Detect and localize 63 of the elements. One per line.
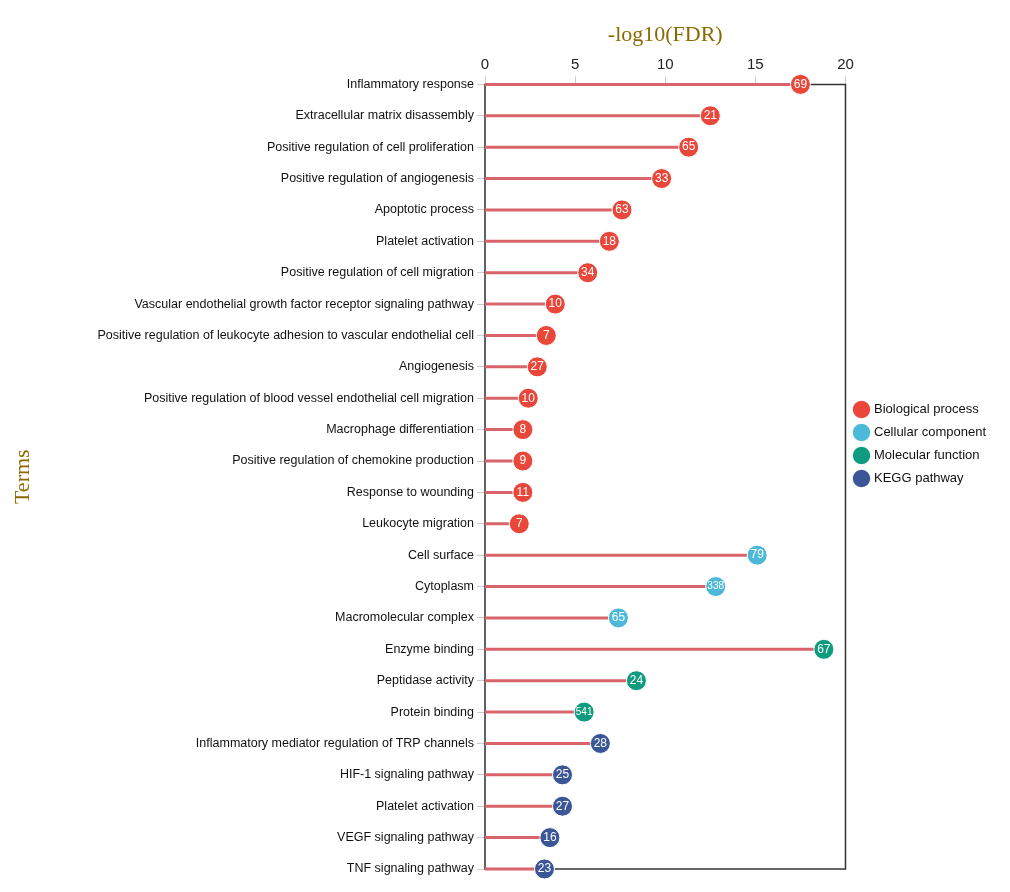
- y-tick-label: Positive regulation of cell migration: [280, 265, 475, 280]
- annotation: 10: [521, 390, 536, 405]
- x-axis-title: -log10(FDR): [607, 20, 723, 46]
- annotation: 25: [555, 767, 570, 782]
- x-tick-label: 0: [480, 54, 490, 72]
- annotation: 8: [519, 421, 527, 436]
- annotation: 27: [555, 798, 570, 813]
- x-tick-label: 20: [837, 54, 854, 72]
- y-tick-label: TNF signaling pathway: [346, 861, 475, 876]
- annotation: 65: [611, 610, 626, 625]
- y-tick-label: Angiogenesis: [398, 359, 474, 374]
- annotation: 9: [519, 453, 527, 468]
- annotation: 11: [516, 484, 530, 499]
- y-tick-label: Positive regulation of angiogenesis: [280, 171, 474, 186]
- annotation: 10: [548, 296, 563, 311]
- y-tick-label: Macrophage differentiation: [326, 422, 475, 437]
- y-tick-label: Vascular endothelial growth factor receptor signaling pathway: [134, 296, 475, 311]
- y-axis-title: Terms: [8, 449, 34, 505]
- annotation: 28: [593, 735, 608, 750]
- y-tick-label: Macromolecular complex: [335, 610, 475, 625]
- y-tick-label: Cytoplasm: [414, 579, 474, 593]
- annotation: 7: [515, 516, 523, 531]
- annotation: 23: [537, 861, 552, 876]
- legend-label: Cellular component: [874, 424, 987, 440]
- annotation: 27: [530, 359, 545, 374]
- annotation: 24: [629, 673, 644, 688]
- y-tick-label: Enzyme binding: [385, 641, 475, 656]
- y-tick-label: Response to wounding: [346, 484, 475, 499]
- y-tick-label: Platelet activation: [376, 233, 475, 248]
- y-tick-label: Leukocyte migration: [362, 516, 475, 531]
- y-tick-label: Inflammatory response: [346, 76, 475, 91]
- y-tick-label: VEGF signaling pathway: [337, 830, 475, 845]
- legend-label: KEGG pathway: [874, 470, 965, 486]
- annotation: 338: [707, 580, 725, 592]
- y-tick-label: Positive regulation of chemokine production: [232, 453, 475, 468]
- y-tick-label: HIF-1 signaling pathway: [339, 767, 475, 782]
- y-tick-label: Protein binding: [390, 704, 475, 719]
- annotation: 21: [703, 108, 718, 123]
- annotation: 63: [615, 202, 629, 217]
- annotation: 79: [750, 547, 765, 562]
- annotation: 541: [575, 705, 593, 717]
- annotation: 34: [581, 265, 595, 280]
- y-tick-label: Platelet activation: [376, 798, 475, 813]
- annotation: 33: [654, 170, 669, 185]
- annotation: 67: [817, 641, 831, 656]
- y-tick-label: Peptidase activity: [376, 673, 475, 688]
- annotation: 16: [543, 829, 557, 844]
- x-tick-label: 5: [570, 54, 580, 72]
- y-tick-label: Positive regulation of cell proliferation: [266, 139, 475, 154]
- x-tick-label: 10: [656, 54, 674, 72]
- y-tick-label: Apoptotic process: [374, 202, 474, 217]
- legend-label: Molecular function: [874, 447, 980, 463]
- annotation: 18: [602, 233, 617, 248]
- annotation: 7: [542, 327, 550, 342]
- legend-label: Biological process: [874, 401, 980, 417]
- annotation: 69: [793, 76, 808, 91]
- y-tick-label: Positive regulation of leukocyte adhesion to vascular endothelial cell: [97, 327, 474, 342]
- annotation: 65: [682, 139, 696, 154]
- y-tick-label: Positive regulation of blood vessel endothelial cell migration: [143, 390, 475, 405]
- y-tick-label: Extracellular matrix disassembly: [295, 108, 475, 123]
- y-tick-label: Cell surface: [408, 547, 475, 562]
- y-tick-label: Inflammatory mediator regulation of TRP channels: [195, 735, 474, 750]
- x-tick-label: 15: [747, 54, 764, 72]
